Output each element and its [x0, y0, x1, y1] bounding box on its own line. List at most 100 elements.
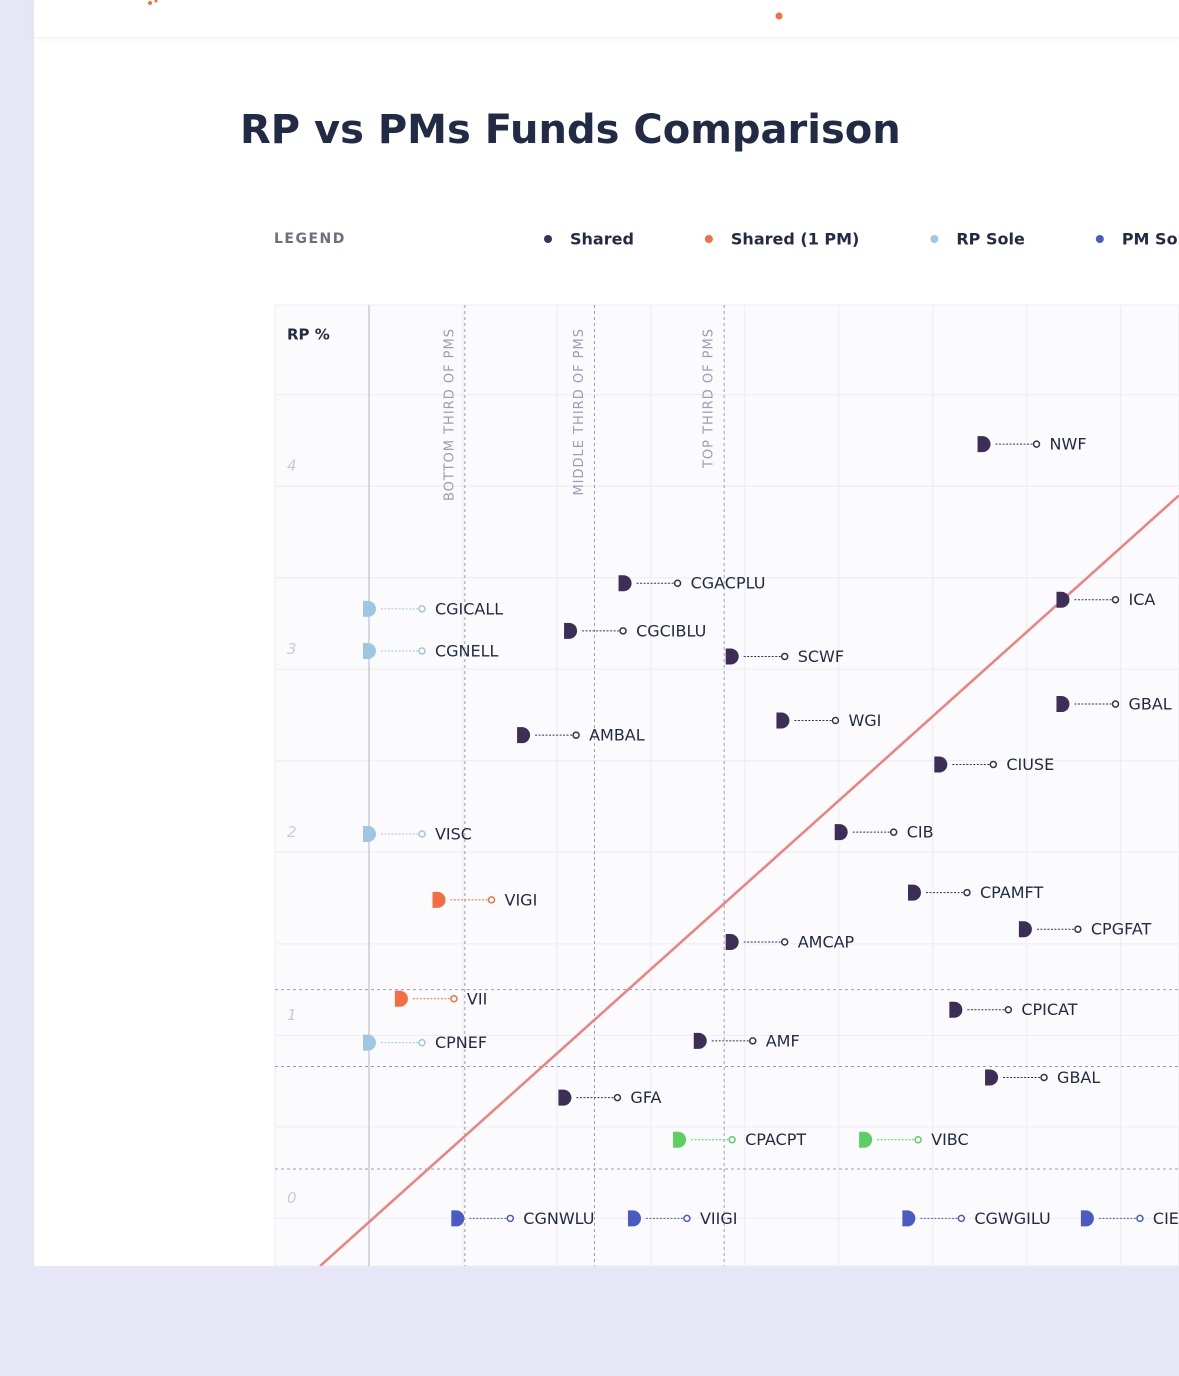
y-axis-label: RP %	[287, 326, 330, 344]
point-marker	[949, 1001, 963, 1018]
point-end	[963, 888, 971, 897]
threshold-label: TOP THIRD OF PMS	[702, 328, 717, 469]
point-label: CGNWLU	[523, 1209, 594, 1228]
point-marker	[908, 884, 922, 901]
point-end	[613, 1093, 622, 1102]
point-label: GFA	[630, 1088, 661, 1107]
point-end	[889, 828, 898, 836]
chart-title: RP vs PMs Funds Comparison	[240, 107, 901, 153]
point-end	[748, 1037, 757, 1045]
point-end	[673, 579, 682, 587]
legend-label: Shared	[570, 230, 634, 249]
point-label: CGWGILU	[974, 1209, 1050, 1228]
threshold-label: MIDDLE THIRD OF PMS	[572, 328, 587, 496]
point-end	[418, 647, 426, 655]
point-end	[1111, 700, 1120, 708]
point-label: AMF	[766, 1031, 800, 1050]
legend-label: Shared (1 PM)	[731, 230, 859, 249]
legend-title: LEGEND	[274, 231, 346, 247]
point-marker	[902, 1210, 916, 1227]
point-end	[418, 605, 426, 613]
legend-swatch	[1095, 235, 1104, 243]
point-label: VIIGI	[700, 1209, 738, 1228]
y-tick-label: 0	[287, 1189, 297, 1207]
point-marker	[564, 622, 578, 639]
legend-label: RP Sole	[956, 230, 1025, 249]
point-label: NWF	[1050, 435, 1087, 454]
point-label: CIB	[907, 823, 934, 842]
point-label: CIUSE	[1006, 755, 1054, 774]
point-end	[957, 1214, 966, 1223]
point-label: VISC	[435, 825, 472, 844]
point-marker	[985, 1069, 999, 1086]
point-marker	[834, 824, 848, 841]
point-end	[989, 760, 998, 769]
point-label: CPNEF	[435, 1033, 487, 1052]
point-marker	[1018, 921, 1032, 938]
point-marker	[362, 642, 376, 659]
point-end	[418, 830, 426, 838]
point-marker	[725, 934, 739, 951]
nav-indicator	[775, 12, 783, 20]
y-tick-label: 3	[287, 640, 297, 658]
point-marker	[627, 1210, 641, 1227]
point-label: AMBAL	[589, 726, 645, 745]
point-end	[619, 627, 627, 635]
point-marker	[859, 1131, 873, 1148]
point-marker	[1056, 591, 1070, 608]
point-label: CPGFAT	[1091, 920, 1152, 939]
point-end	[914, 1135, 922, 1144]
point-marker	[977, 436, 991, 453]
y-tick-label: 1	[287, 1006, 297, 1024]
point-end	[683, 1214, 691, 1223]
point-label: GBAL	[1057, 1068, 1100, 1087]
point-marker	[362, 1034, 376, 1051]
legend-swatch	[704, 235, 713, 243]
point-end	[1111, 595, 1120, 604]
point-marker	[1056, 696, 1070, 713]
point-marker	[776, 712, 790, 729]
point-label: VIGI	[505, 890, 538, 909]
point-marker	[362, 826, 376, 843]
point-label: CGNELL	[435, 641, 499, 660]
reference-line	[319, 494, 1179, 1266]
point-end	[487, 896, 496, 904]
logo-dot	[154, 0, 158, 3]
point-end	[780, 652, 789, 661]
legend-swatch	[544, 235, 552, 243]
point-label: CPICAT	[1021, 1000, 1077, 1019]
point-label: CGCIBLU	[636, 621, 706, 640]
top-bar	[34, 0, 1179, 38]
point-end	[780, 938, 789, 946]
y-tick-label: 2	[287, 823, 297, 841]
point-label: CIE	[1153, 1209, 1179, 1228]
plot-area	[274, 304, 1179, 1266]
legend-label: PM Sole	[1122, 230, 1179, 249]
point-marker	[725, 648, 739, 665]
point-marker	[673, 1131, 687, 1148]
y-tick-label: 4	[287, 457, 297, 475]
logo-dot	[148, 1, 152, 5]
legend-swatch	[930, 235, 939, 243]
threshold-label: BOTTOM THIRD OF PMS	[442, 328, 457, 501]
point-end	[450, 995, 458, 1003]
point-label: VII	[467, 989, 487, 1008]
point-label: CGACPLU	[691, 574, 766, 593]
point-end	[831, 716, 840, 725]
point-label: GBAL	[1128, 695, 1171, 714]
point-end	[1074, 925, 1082, 933]
point-marker	[618, 575, 632, 592]
point-label: CPAMFT	[980, 883, 1043, 902]
point-label: CPACPT	[745, 1130, 806, 1149]
point-marker	[517, 727, 531, 744]
point-end	[506, 1214, 515, 1223]
point-marker	[693, 1032, 707, 1049]
point-marker	[432, 891, 446, 908]
point-label: CGICALL	[435, 599, 503, 618]
point-label: VIBC	[931, 1130, 969, 1149]
point-marker	[1080, 1210, 1094, 1227]
point-end	[1004, 1005, 1013, 1014]
point-end	[1136, 1214, 1144, 1223]
point-end	[1040, 1073, 1048, 1082]
